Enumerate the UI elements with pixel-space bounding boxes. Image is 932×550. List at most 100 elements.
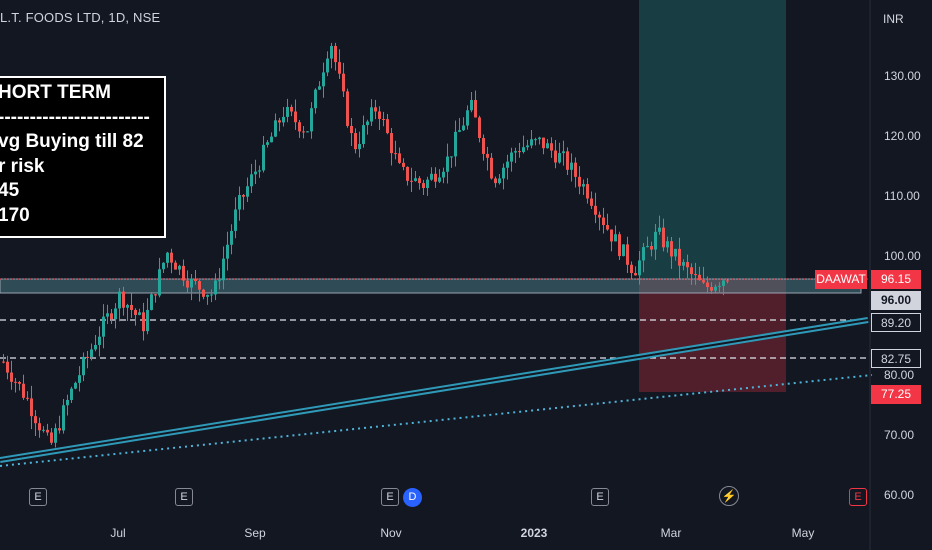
candle-body (374, 107, 377, 112)
candle-body (654, 231, 657, 250)
candle-body (650, 246, 653, 250)
candle-body (358, 143, 361, 150)
candle-body (394, 153, 397, 155)
candle-body (446, 156, 449, 172)
candle-body (230, 230, 233, 245)
candle-body (166, 252, 169, 263)
candle-body (98, 336, 101, 345)
candle-body (486, 153, 489, 158)
candle-body (262, 144, 265, 171)
candle-body (322, 72, 325, 87)
candle-body (622, 244, 625, 257)
note-line-3: vg Buying till 82 (0, 131, 144, 152)
candle-body (278, 120, 281, 123)
candle-body (302, 131, 305, 133)
strategy-note-box[interactable]: HORT TERM ------------------------ vg Bu… (0, 76, 166, 238)
note-line-5: 45 (0, 180, 20, 201)
candle-body (594, 205, 597, 215)
split-marker[interactable]: ⚡ (719, 486, 739, 506)
candle-body (106, 313, 109, 317)
candle-body (546, 143, 549, 149)
x-tick-nov: Nov (380, 526, 402, 540)
candle-body (122, 291, 125, 308)
candle-body (90, 349, 93, 357)
candle-body (634, 273, 637, 276)
candle-body (270, 136, 273, 143)
candle-body (398, 153, 401, 163)
stop-level-tag: 77.25 (871, 385, 921, 404)
candle-body (118, 291, 121, 309)
candle-body (430, 173, 433, 180)
candle-body (454, 131, 457, 157)
earnings-marker-1[interactable]: E (29, 488, 47, 506)
candle-body (282, 116, 285, 123)
earnings-marker-3[interactable]: E (381, 488, 399, 506)
candle-body (670, 241, 673, 257)
candle-body (558, 153, 561, 163)
candle-body (458, 130, 461, 132)
candle-body (214, 280, 217, 295)
candle-body (482, 137, 485, 154)
candle-body (442, 171, 445, 178)
candle-body (530, 139, 533, 146)
candle-body (518, 151, 521, 153)
dividend-marker[interactable]: D (403, 488, 422, 507)
candle-body (682, 262, 685, 266)
candle-body (186, 280, 189, 288)
candle-body (534, 139, 537, 141)
candle-body (170, 252, 173, 263)
candle-body (110, 313, 113, 320)
candle-body (662, 227, 665, 248)
candle-body (494, 178, 497, 184)
candle-body (718, 285, 721, 287)
candle-body (182, 265, 185, 281)
candle-body (126, 305, 129, 308)
y-tick-110: 110.00 (884, 189, 920, 203)
note-line-2: ------------------------ (0, 106, 150, 128)
candle-body (626, 244, 629, 265)
candle-body (402, 162, 405, 167)
candle-body (550, 143, 553, 151)
candle-body (18, 382, 21, 384)
candle-body (86, 356, 89, 358)
candle-body (234, 209, 237, 231)
candle-body (290, 106, 293, 112)
support-band (0, 278, 862, 294)
candle-body (218, 280, 221, 282)
candle-body (294, 111, 297, 123)
candle-body (386, 119, 389, 134)
earnings-marker-2[interactable]: E (175, 488, 193, 506)
candle-body (618, 234, 621, 257)
candle-body (254, 171, 257, 175)
candle-body (338, 62, 341, 74)
candle-body (614, 234, 617, 242)
candle-body (2, 361, 5, 363)
candle-body (410, 180, 413, 182)
candle-body (150, 294, 153, 310)
candle-body (74, 382, 77, 389)
candle-body (434, 173, 437, 182)
candle-body (646, 246, 649, 248)
candle-body (222, 258, 225, 281)
earnings-marker-upcoming[interactable]: E (849, 488, 867, 506)
candles-group (2, 42, 729, 448)
candle-body (506, 161, 509, 168)
candle-body (46, 429, 49, 433)
candle-body (418, 178, 421, 184)
candle-body (666, 241, 669, 248)
candle-body (366, 121, 369, 126)
candle-body (470, 100, 473, 111)
candle-body (58, 428, 61, 431)
candle-body (266, 142, 269, 145)
candle-body (426, 179, 429, 188)
candle-body (54, 428, 57, 443)
candle-body (346, 91, 349, 126)
candle-body (14, 381, 17, 383)
candle-body (70, 388, 73, 400)
candle-body (690, 267, 693, 275)
candle-body (30, 398, 33, 417)
candle-body (510, 152, 513, 162)
earnings-marker-4[interactable]: E (591, 488, 609, 506)
candle-body (566, 151, 569, 170)
